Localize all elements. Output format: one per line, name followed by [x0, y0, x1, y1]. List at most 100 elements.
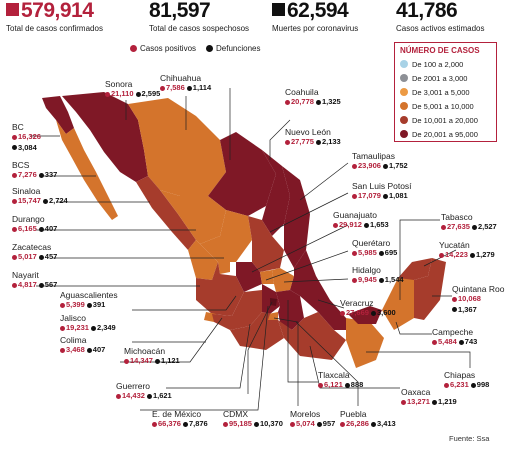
deaths-dot-icon [186, 85, 192, 91]
state-oaxaca-deaths: 1,219 [431, 397, 457, 407]
positives-dot-icon [60, 302, 65, 308]
state-tabasco: Tabasco 27,635 2,527 [441, 212, 499, 233]
state-jalisco-name: Jalisco [60, 313, 86, 323]
region-puebla [276, 290, 304, 330]
state-campeche-name: Campeche [432, 327, 474, 337]
positives-dot-icon [12, 172, 17, 178]
deaths-dot-icon [315, 139, 321, 145]
deaths-dot-icon [363, 222, 369, 228]
state-yucatan-deaths: 1,279 [469, 250, 495, 260]
deaths-dot-icon [316, 421, 322, 427]
state-durango: Durango 6,165 407 [12, 214, 59, 235]
positives-dot-icon [432, 339, 437, 345]
positives-dot-icon [352, 250, 357, 256]
state-slp-deaths: 1,081 [382, 191, 408, 201]
positives-dot-icon [223, 421, 228, 427]
state-bcs-deaths: 337 [38, 170, 57, 180]
state-yucatan-positive: 14,223 [439, 250, 468, 260]
state-sinaloa-name: Sinaloa [12, 186, 41, 196]
cases-legend-row-label: De 3,001 a 5,000 [412, 87, 470, 97]
state-sinaloa-positive: 15,747 [12, 196, 41, 206]
state-morelos-deaths: 957 [316, 419, 335, 429]
stat-active-label: Casos activos estimados [396, 24, 485, 33]
region-guanajuato [236, 262, 262, 292]
state-hidalgo-positive: 9,945 [352, 275, 377, 285]
legend-deaths-label: Defunciones [216, 44, 261, 53]
state-bc-deaths: 3,084 [12, 143, 37, 153]
positives-dot-icon [340, 310, 345, 316]
state-cdmx-positive: 95,185 [223, 419, 252, 429]
stat-active: 41,786 Casos activos estimados [396, 0, 484, 33]
legend-positives: Casos positivos [130, 44, 196, 53]
state-tlaxcala-positive: 6,121 [318, 380, 343, 390]
deaths-dot-icon [431, 399, 437, 405]
state-colima-positive: 3,468 [60, 345, 85, 355]
positives-dot-icon [60, 325, 65, 331]
region-oaxaca [278, 312, 346, 360]
region-tamaulipas [282, 166, 310, 268]
positives-dot-icon [352, 163, 357, 169]
state-puebla: Puebla 26,286 3,413 [340, 409, 398, 430]
region-cdmx [270, 298, 277, 306]
state-aguascalientes-name: Aguascalientes [60, 290, 118, 300]
region-chiapas [346, 318, 384, 368]
state-morelos: Morelos 5,074 957 [290, 409, 337, 430]
legend-deaths: Defunciones [206, 44, 261, 53]
positives-dot-icon [452, 296, 457, 302]
stat-suspected-value: 81,597 [149, 0, 211, 22]
region-durango [160, 190, 226, 244]
state-cdmx: CDMX 95,185 10,370 [223, 409, 285, 430]
state-yucatan: Yucatán 14,223 1,279 [439, 240, 497, 261]
deaths-dot-icon [470, 382, 476, 388]
positives-dot-icon [401, 399, 406, 405]
deaths-dot-icon [471, 224, 477, 230]
deaths-dot-icon [378, 250, 384, 256]
cases-legend-row-label: De 10,001 a 20,000 [412, 115, 478, 125]
source-credit: Fuente: Ssa [449, 434, 490, 443]
state-quintana-roo: Quintana Roo 10,068 1,367 [452, 284, 504, 315]
state-jalisco-deaths: 2,349 [90, 323, 116, 333]
state-campeche: Campeche 5,484 743 [432, 327, 479, 348]
state-guanajuato-positive: 29,912 [333, 220, 362, 230]
state-zacatecas-deaths: 457 [38, 252, 57, 262]
region-hidalgo [272, 268, 294, 292]
state-tamaulipas-positive: 23,906 [352, 161, 381, 171]
state-tlaxcala: Tlaxcala 6,121 888 [318, 370, 365, 391]
region-nayarit [188, 240, 218, 280]
positives-dot-icon [444, 382, 449, 388]
deaths-dot-icon [42, 198, 48, 204]
positives-dot-icon [441, 224, 446, 230]
state-oaxaca-positive: 13,271 [401, 397, 430, 407]
deaths-dot-icon [38, 226, 44, 232]
state-tabasco-positive: 27,635 [441, 222, 470, 232]
state-veracruz: Veracruz 27,669 3,600 [340, 298, 398, 319]
state-bcs: BCS 7,276 337 [12, 160, 59, 181]
state-chihuahua-deaths: 1,114 [186, 83, 211, 93]
range-swatch-icon [400, 74, 408, 82]
state-edomex-deaths: 7,876 [182, 419, 208, 429]
deaths-dot-icon [382, 163, 388, 169]
stat-deaths-label: Muertes por coronavirus [272, 24, 359, 33]
state-durango-deaths: 407 [38, 224, 57, 234]
state-chihuahua-name: Chihuahua [160, 73, 202, 83]
positives-dot-icon [352, 193, 357, 199]
deaths-dot-icon [344, 382, 350, 388]
dot-legend: Casos positivos Defunciones [130, 44, 261, 53]
positives-dot-icon [285, 99, 290, 105]
positives-dot-icon [130, 45, 137, 52]
stat-confirmed: 579,914 Total de casos confirmados [6, 0, 103, 33]
region-chihuahua [128, 98, 226, 196]
state-coahuila-name: Coahuila [285, 87, 319, 97]
state-chiapas: Chiapas 6,231 998 [444, 370, 491, 391]
state-cdmx-name: CDMX [223, 409, 249, 419]
state-veracruz-deaths: 3,600 [370, 308, 396, 318]
state-zacatecas: Zacatecas 5,017 457 [12, 242, 59, 263]
positives-dot-icon [318, 382, 323, 388]
state-chiapas-name: Chiapas [444, 370, 476, 380]
deaths-dot-icon [90, 325, 96, 331]
state-aguascalientes-positive: 5,399 [60, 300, 85, 310]
deaths-dot-icon [38, 282, 44, 288]
region-yucatan [398, 258, 432, 280]
state-hidalgo: Hidalgo 9,945 1,544 [352, 265, 406, 286]
state-bcs-name: BCS [12, 160, 30, 170]
